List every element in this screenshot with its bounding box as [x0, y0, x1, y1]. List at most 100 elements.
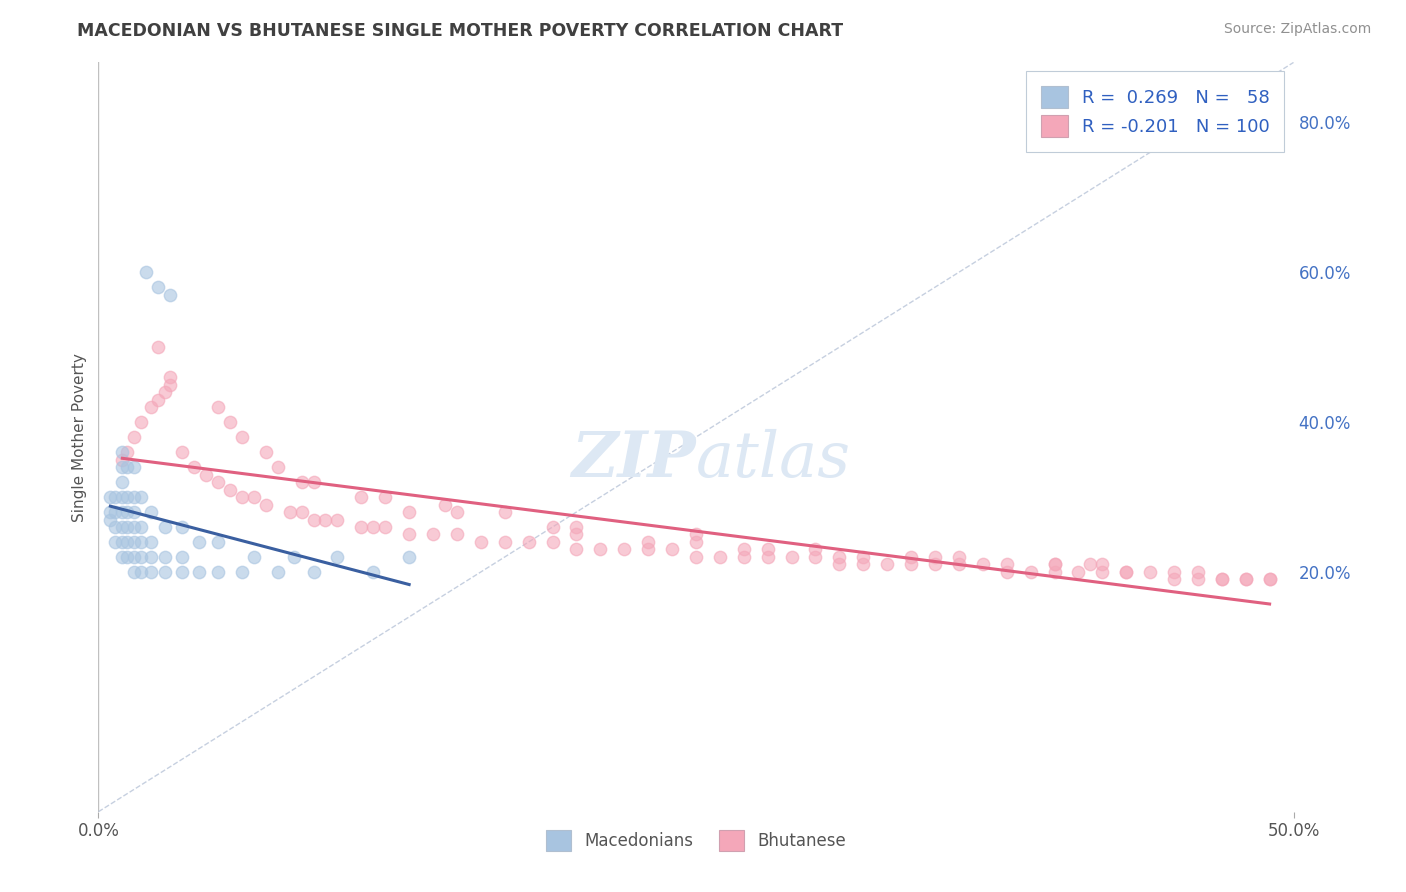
- Legend: Macedonians, Bhutanese: Macedonians, Bhutanese: [540, 823, 852, 857]
- Point: [139, 400, 162, 414]
- Point: [1187, 573, 1209, 587]
- Point: [1115, 565, 1137, 579]
- Point: [1234, 573, 1257, 587]
- Point: [115, 505, 138, 519]
- Point: [207, 565, 229, 579]
- Point: [172, 565, 194, 579]
- Point: [159, 287, 181, 301]
- Point: [124, 565, 146, 579]
- Point: [111, 505, 134, 519]
- Point: [589, 542, 612, 557]
- Point: [828, 558, 851, 572]
- Point: [254, 445, 277, 459]
- Point: [111, 445, 134, 459]
- Point: [267, 460, 290, 475]
- Point: [139, 549, 162, 564]
- Point: [900, 549, 922, 564]
- Point: [124, 460, 146, 475]
- Point: [172, 445, 194, 459]
- Point: [111, 535, 134, 549]
- Point: [115, 535, 138, 549]
- Point: [363, 565, 385, 579]
- Point: [494, 535, 516, 549]
- Point: [278, 505, 301, 519]
- Point: [852, 558, 875, 572]
- Point: [948, 558, 970, 572]
- Point: [315, 512, 337, 526]
- Point: [1091, 558, 1114, 572]
- Point: [1211, 573, 1233, 587]
- Point: [187, 535, 209, 549]
- Point: [756, 542, 779, 557]
- Point: [398, 527, 420, 541]
- Point: [124, 430, 146, 444]
- Point: [219, 483, 242, 497]
- Point: [1043, 565, 1066, 579]
- Point: [565, 542, 588, 557]
- Point: [948, 549, 970, 564]
- Point: [733, 549, 755, 564]
- Point: [1187, 565, 1209, 579]
- Point: [135, 265, 157, 279]
- Point: [104, 505, 127, 519]
- Point: [131, 415, 153, 429]
- Point: [267, 565, 290, 579]
- Point: [98, 490, 122, 504]
- Point: [98, 505, 122, 519]
- Point: [1258, 573, 1281, 587]
- Point: [159, 377, 181, 392]
- Point: [98, 512, 122, 526]
- Point: [1115, 565, 1137, 579]
- Point: [398, 549, 420, 564]
- Point: [131, 535, 153, 549]
- Point: [115, 460, 138, 475]
- Point: [124, 490, 146, 504]
- Point: [124, 549, 146, 564]
- Point: [1234, 573, 1257, 587]
- Point: [183, 460, 205, 475]
- Point: [131, 520, 153, 534]
- Point: [139, 505, 162, 519]
- Point: [207, 400, 229, 414]
- Point: [155, 565, 177, 579]
- Point: [155, 549, 177, 564]
- Point: [131, 565, 153, 579]
- Point: [159, 370, 181, 384]
- Point: [541, 520, 564, 534]
- Point: [326, 512, 349, 526]
- Point: [111, 520, 134, 534]
- Point: [900, 558, 922, 572]
- Point: [254, 498, 277, 512]
- Point: [995, 558, 1018, 572]
- Point: [685, 527, 707, 541]
- Point: [1139, 565, 1161, 579]
- Point: [363, 520, 385, 534]
- Point: [804, 542, 827, 557]
- Point: [291, 505, 314, 519]
- Point: [172, 520, 194, 534]
- Point: [876, 558, 898, 572]
- Point: [207, 535, 229, 549]
- Point: [148, 340, 170, 354]
- Point: [326, 549, 349, 564]
- Point: [374, 490, 396, 504]
- Point: [1163, 565, 1185, 579]
- Text: MACEDONIAN VS BHUTANESE SINGLE MOTHER POVERTY CORRELATION CHART: MACEDONIAN VS BHUTANESE SINGLE MOTHER PO…: [77, 22, 844, 40]
- Point: [207, 475, 229, 489]
- Point: [733, 542, 755, 557]
- Point: [613, 542, 636, 557]
- Point: [685, 549, 707, 564]
- Point: [1258, 573, 1281, 587]
- Point: [104, 535, 127, 549]
- Point: [661, 542, 683, 557]
- Point: [131, 549, 153, 564]
- Point: [1080, 558, 1102, 572]
- Point: [187, 565, 209, 579]
- Point: [828, 549, 851, 564]
- Point: [972, 558, 994, 572]
- Point: [924, 558, 946, 572]
- Point: [231, 430, 253, 444]
- Point: [115, 445, 138, 459]
- Point: [291, 475, 314, 489]
- Point: [283, 549, 305, 564]
